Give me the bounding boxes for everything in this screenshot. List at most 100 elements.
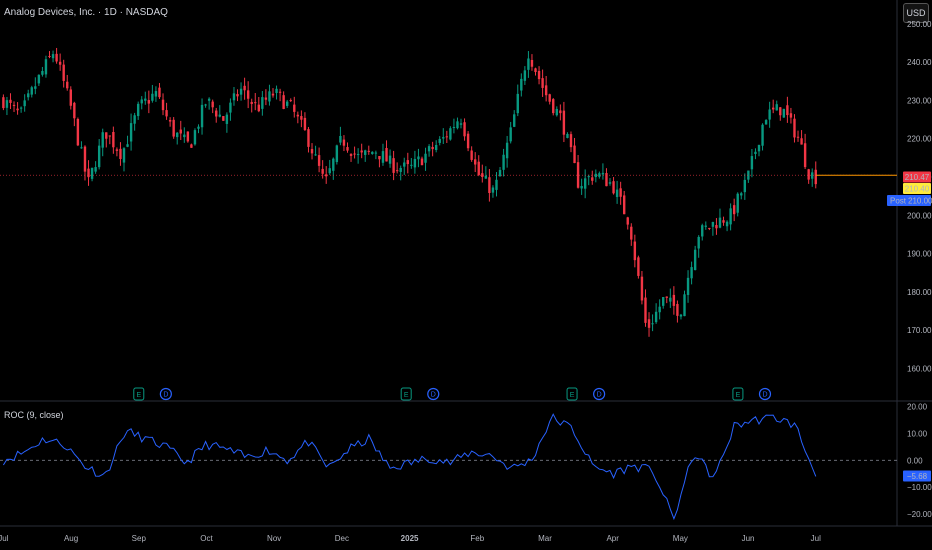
candle-body <box>44 59 48 75</box>
candle-body <box>282 95 285 109</box>
candle-body <box>37 74 41 84</box>
candle-body <box>793 118 796 138</box>
roc-value-label-bg <box>903 470 931 482</box>
candle-body <box>2 97 5 109</box>
candle-body <box>264 97 268 100</box>
candle-body <box>740 193 743 196</box>
last-price-label: 210.47 <box>903 171 931 183</box>
candle-body <box>775 104 778 111</box>
candle-body <box>516 93 519 114</box>
candle-body <box>403 162 406 167</box>
price-tick-label: 250.00 <box>907 20 932 29</box>
dividend-badge-label: D <box>762 392 767 399</box>
candle-body <box>686 277 690 295</box>
candle-body <box>662 297 665 306</box>
candle-body <box>637 257 640 276</box>
currency-button[interactable]: USD <box>903 3 929 23</box>
roc-indicator-title[interactable]: ROC (9, close) <box>4 410 64 420</box>
candle-body <box>165 110 168 117</box>
candle-body <box>204 104 207 106</box>
candle-body <box>87 168 90 178</box>
candle-body <box>335 145 339 163</box>
candle-body <box>530 59 534 67</box>
candle-body <box>676 303 679 316</box>
candles <box>0 47 897 337</box>
candle-body <box>101 132 104 148</box>
candle-body <box>112 131 115 148</box>
candle-body <box>243 85 246 91</box>
candle-body <box>5 100 9 108</box>
earnings-badge-frame <box>133 387 145 401</box>
candle-body <box>90 167 94 179</box>
candle-body <box>605 173 608 187</box>
earnings-badge-label: E <box>404 392 409 399</box>
candle-body <box>502 154 505 170</box>
dividend-badge: D <box>593 387 606 401</box>
candle-body <box>466 133 470 149</box>
candle-body <box>552 99 555 114</box>
price-tick-label: 220.00 <box>907 135 932 144</box>
candle-body <box>743 179 747 193</box>
price-tick-label: 240.00 <box>907 58 932 67</box>
candle-body <box>215 110 218 117</box>
candle-body <box>573 145 576 164</box>
candle-body <box>186 131 190 142</box>
candle-body <box>527 58 530 70</box>
dividend-badge: D <box>159 387 172 401</box>
candle-body <box>293 104 296 112</box>
bid-price-label: 210.40 <box>903 183 931 194</box>
candle-body <box>640 276 644 301</box>
candle-body <box>587 176 590 178</box>
candle-body <box>367 150 370 152</box>
candle-body <box>51 54 55 59</box>
time-tick-label: May <box>673 534 688 543</box>
roc-tick-label: −10.00 <box>907 483 932 492</box>
candle-body <box>477 161 480 175</box>
candle-body <box>80 147 83 149</box>
candle-body <box>601 172 605 175</box>
roc-value-label: −5.68 <box>903 470 931 482</box>
candle-body <box>413 158 417 168</box>
candle-body <box>225 114 229 124</box>
candle-body <box>105 132 108 139</box>
candle-body <box>434 145 438 150</box>
candle-body <box>332 158 335 171</box>
earnings-badge-frame <box>566 387 578 401</box>
candle-body <box>307 129 310 147</box>
candle-body <box>747 170 750 180</box>
price-axis: 250.00 240.00 230.00 220.00 210.00 200.00 190.… <box>907 20 932 374</box>
candle-body <box>658 306 661 313</box>
candle-body <box>97 145 101 168</box>
candle-body <box>179 129 182 134</box>
candle-body <box>133 115 136 124</box>
candle-body <box>484 175 488 179</box>
candle-body <box>30 87 33 95</box>
candle-body <box>555 108 558 116</box>
candle-body <box>190 144 193 148</box>
candle-body <box>317 155 321 166</box>
time-tick-label: Aug <box>64 534 78 543</box>
candle-body <box>427 146 431 152</box>
candle-body <box>438 138 441 143</box>
candle-body <box>424 153 427 163</box>
candle-body <box>474 159 477 165</box>
candle-body <box>488 177 491 193</box>
candle-body <box>647 319 651 328</box>
candle-body <box>633 241 637 261</box>
candle-body <box>381 151 385 163</box>
dividend-badge-frame <box>593 387 606 401</box>
candle-body <box>268 91 271 102</box>
post-price-label-bg <box>887 195 931 206</box>
candle-body <box>591 177 594 181</box>
candle-body <box>108 135 112 137</box>
time-tick-label: Apr <box>606 534 619 543</box>
candle-body <box>23 100 26 107</box>
time-tick-label: Feb <box>470 534 484 543</box>
candle-body <box>459 123 463 125</box>
candle-body <box>193 130 197 145</box>
candle-body <box>275 88 278 93</box>
time-tick-label: Jul <box>811 534 821 543</box>
candle-body <box>378 156 381 160</box>
candle-body <box>651 323 654 325</box>
